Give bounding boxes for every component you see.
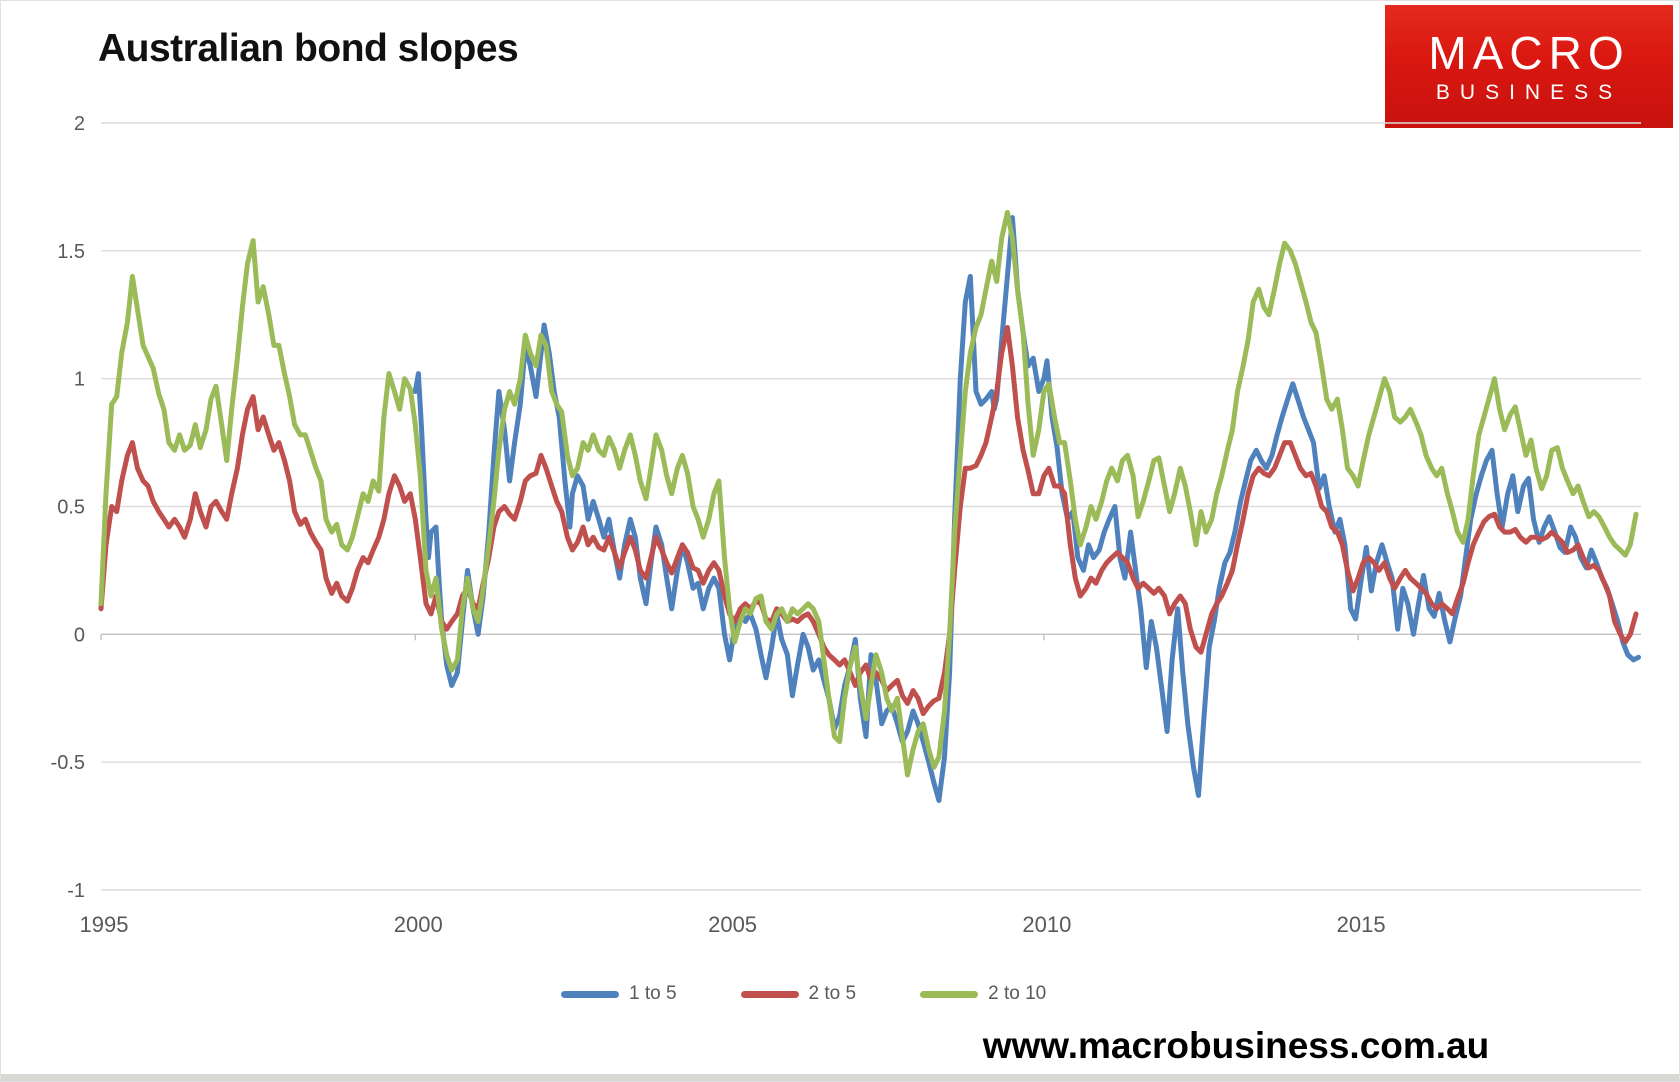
legend-item-1-to-5[interactable]: 1 to 5	[561, 983, 677, 1005]
y-axis-label-1: 1	[74, 369, 85, 391]
website-url: www.macrobusiness.com.au	[982, 1025, 1490, 1066]
macrobusiness-logo: MACRO BUSINESS	[1385, 5, 1673, 128]
legend-item-2-to-10[interactable]: 2 to 10	[920, 983, 1046, 1005]
x-axis-label-2005: 2005	[708, 912, 757, 937]
legend-label-1-to-5: 1 to 5	[629, 983, 677, 1004]
legend-swatch-2-to-10-icon	[920, 990, 979, 998]
series-line-2-to-10	[98, 210, 1639, 778]
y-axis-label-0: 0	[74, 624, 85, 646]
bottom-border-strip	[1, 1074, 1679, 1081]
legend-swatch-2-to-5-icon	[740, 990, 799, 998]
legend-label-2-to-5: 2 to 5	[808, 983, 857, 1004]
chart-legend: 1 to 5 2 to 5 2 to 10	[561, 981, 1046, 1007]
y-axis-label-0.5: 0.5	[57, 497, 85, 519]
page-title: Australian bond slopes	[98, 27, 519, 70]
x-axis-label-2010: 2010	[1022, 912, 1071, 937]
x-axis-label-2015: 2015	[1337, 912, 1386, 937]
legend-label-2-to-10: 2 to 10	[988, 983, 1047, 1004]
legend-item-2-to-5[interactable]: 2 to 5	[740, 983, 857, 1005]
legend-swatch-1-to-5-icon	[561, 990, 619, 998]
x-axis-label-1995: 1995	[80, 912, 129, 937]
y-axis-label--1: -1	[67, 880, 85, 902]
y-axis-label-1.5: 1.5	[57, 241, 85, 263]
logo-word-macro: MACRO	[1428, 27, 1630, 79]
logo-word-business: BUSINESS	[1435, 81, 1623, 104]
series-line-2-to-5	[98, 325, 1639, 717]
y-axis-label-2: 2	[74, 113, 85, 135]
x-axis-label-2000: 2000	[394, 912, 443, 937]
series-line-1-to-5	[412, 215, 1641, 803]
y-axis-label--0.5: -0.5	[51, 752, 85, 774]
